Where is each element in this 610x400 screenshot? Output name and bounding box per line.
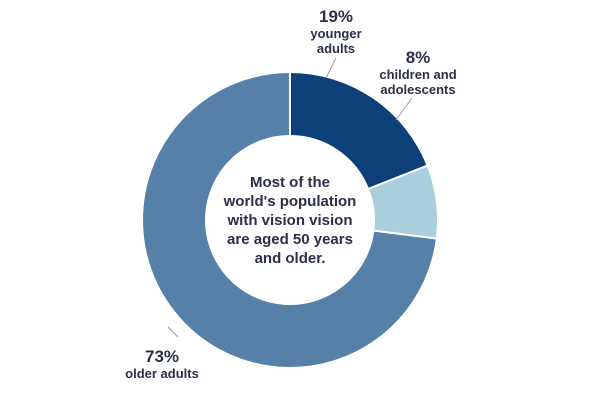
category-label-younger-1: younger: [310, 26, 361, 41]
slice-older: [141, 70, 438, 369]
slice-children: [366, 164, 439, 240]
center-text-line-1: Most of the: [250, 174, 330, 191]
leader-line-older: [167, 326, 179, 338]
center-text-line-5: and older.: [255, 250, 326, 267]
pct-label-younger: 19%: [319, 7, 353, 26]
pct-label-children: 8%: [406, 48, 431, 67]
center-text-line-4: are aged 50 years: [227, 231, 353, 248]
leader-line-children: [395, 97, 413, 121]
category-label-older-1: older adults: [125, 366, 199, 381]
slices-group: [141, 70, 439, 369]
center-text-line-2: world's population: [223, 193, 357, 210]
leader-line-younger: [325, 57, 337, 79]
leader-lines-group: [167, 57, 413, 338]
center-text-line-3: with vision vision: [226, 212, 352, 229]
pct-label-older: 73%: [145, 347, 179, 366]
category-label-children-2: adolescents: [380, 82, 455, 97]
category-label-younger-2: adults: [317, 41, 355, 56]
center-text-group: Most of the world's population with vision…: [223, 174, 357, 267]
category-label-children-1: children and: [379, 67, 456, 82]
